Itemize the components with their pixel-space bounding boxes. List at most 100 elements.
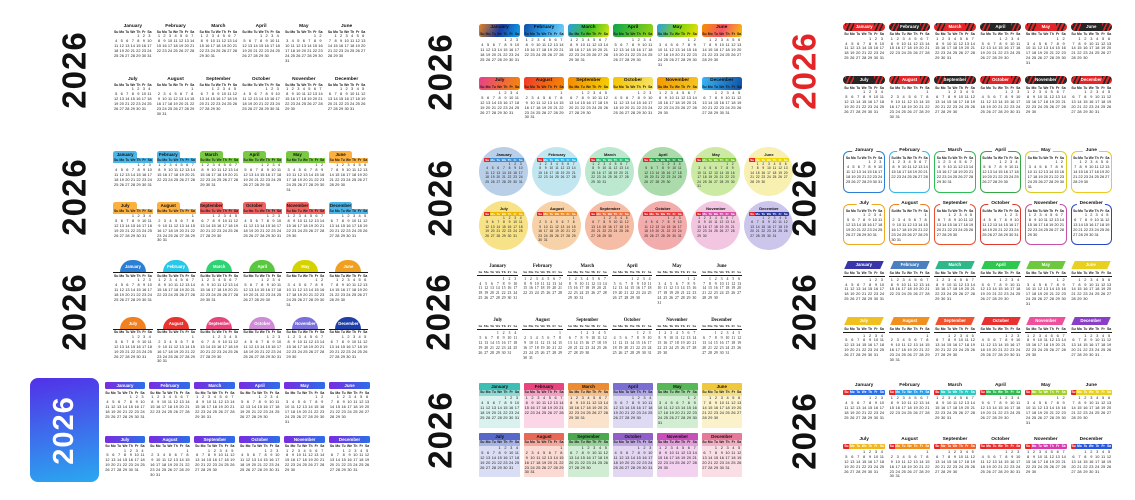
day-number-grid: 1 2 3 4 5 6 7 8 9 10 11 12 13 14 15 16 17 18 19 20 21 22 23 24 2… bbox=[845, 159, 882, 189]
day-cell: 9 bbox=[720, 94, 723, 100]
weekday-header: Th bbox=[546, 324, 551, 328]
day-number-grid: 1 2 3 4 5 6 7 8 9 10 11 12 13 14 15 16 17 18 19 20 21 22 23 24 2… bbox=[113, 213, 152, 243]
day-cell: 8 bbox=[315, 282, 318, 288]
day-cell: 12 bbox=[222, 282, 227, 288]
day-cell: 29 bbox=[333, 52, 338, 58]
month-october: October Su Mo Tu We Th Fr Sa 1 2 3 4 5 6 7 8 9 10 11 12 13 14… bbox=[979, 76, 1022, 119]
weekday-header: Su bbox=[980, 85, 985, 90]
day-cell: 22 bbox=[335, 291, 340, 297]
day-cell: 24 bbox=[162, 232, 168, 238]
weekday-header: Tu bbox=[655, 211, 660, 216]
day-cell: 10 bbox=[349, 90, 355, 96]
day-cell: 19 bbox=[297, 176, 302, 182]
day-cell: 7 bbox=[185, 90, 188, 96]
day-cell: 22 bbox=[538, 175, 542, 180]
day-cell: 7 bbox=[336, 217, 339, 223]
day-cell: 12 bbox=[222, 167, 227, 173]
month-title: May bbox=[672, 25, 683, 31]
weekday-header: We bbox=[585, 31, 591, 36]
day-cell: 7 bbox=[924, 159, 927, 165]
day-cell: 13 bbox=[327, 95, 333, 101]
day-cell: 12 bbox=[296, 42, 301, 48]
day-cell: 25 bbox=[173, 47, 178, 53]
weekday-header: Tu bbox=[947, 155, 952, 160]
day-cell: 29 bbox=[1004, 108, 1009, 114]
month-title: February bbox=[548, 152, 566, 157]
day-cell: 17 bbox=[1095, 98, 1100, 104]
day-cell: 4 bbox=[714, 216, 717, 221]
weekday-header: Mo bbox=[291, 157, 297, 162]
day-cell: 29 bbox=[636, 109, 641, 115]
day-cell: 2 bbox=[720, 90, 723, 95]
day-cell: 2 bbox=[1005, 35, 1008, 41]
day-cell: 31 bbox=[697, 184, 701, 189]
year-label-wrap: 2026 bbox=[36, 20, 113, 120]
day-cell: 5 bbox=[298, 167, 301, 173]
weekday-header: Fr bbox=[314, 273, 319, 278]
day-cell: 2 bbox=[1084, 35, 1087, 41]
day-cell: 26 bbox=[243, 296, 248, 302]
day-cell: 22 bbox=[190, 227, 195, 233]
day-cell: 1 bbox=[211, 86, 214, 92]
month-header-tab: December bbox=[328, 201, 353, 209]
day-cell: 5 bbox=[309, 213, 312, 218]
weekday-header-row: Su Mo Tu We Th Fr Sa bbox=[522, 324, 563, 331]
day-cell: 24 bbox=[509, 104, 514, 110]
day-cell: 8 bbox=[947, 93, 951, 99]
day-cell: 23 bbox=[940, 50, 946, 56]
weekday-header: Su bbox=[702, 269, 707, 274]
day-cell: 15 bbox=[495, 340, 500, 345]
day-cell: 3 bbox=[1011, 35, 1014, 41]
weekday-header: We bbox=[541, 84, 547, 89]
weekday-header: We bbox=[674, 84, 680, 89]
day-cell: 25 bbox=[663, 56, 668, 62]
day-cell: 22 bbox=[1078, 173, 1083, 179]
day-cell: 10 bbox=[509, 94, 514, 100]
day-cell: 17 bbox=[1016, 98, 1021, 104]
day-cell: 16 bbox=[642, 99, 647, 105]
weekday-strip: Su Mo Tu We Th Fr Sa bbox=[749, 211, 789, 217]
weekday-header: We bbox=[952, 208, 958, 213]
day-cell: 20 bbox=[547, 104, 552, 110]
day-cell: 6 bbox=[561, 220, 564, 225]
day-cell: 30 bbox=[1008, 231, 1014, 237]
day-cell: 5 bbox=[620, 94, 623, 100]
weekday-header: Sa bbox=[624, 211, 629, 216]
day-cell: 13 bbox=[228, 167, 233, 173]
day-cell: 5 bbox=[243, 38, 246, 44]
month-december: December Su Mo Tu We Th Fr Sa 1 2 3 4 5 6 7 8 9 10 11 12 13 1… bbox=[327, 77, 366, 117]
day-cell: 29 bbox=[571, 233, 576, 238]
weekday-header: Th bbox=[351, 208, 357, 213]
day-cell: 19 bbox=[731, 46, 736, 52]
month-header-gradient: August Su Mo Tu We Th Fr Sa bbox=[523, 76, 565, 90]
day-cell: 19 bbox=[591, 286, 596, 291]
day-cell: 8 bbox=[868, 164, 871, 170]
day-cell: 24 bbox=[895, 108, 900, 114]
day-cell: 8 bbox=[726, 166, 729, 171]
day-cell: 13 bbox=[783, 166, 788, 171]
weekday-header: Su bbox=[590, 157, 596, 163]
day-cell: 22 bbox=[200, 291, 205, 297]
day-cell: 29 bbox=[861, 231, 867, 237]
day-cell: 22 bbox=[258, 47, 264, 53]
day-cell: 16 bbox=[895, 45, 900, 51]
weekday-header: Su bbox=[643, 157, 649, 163]
day-cell: 19 bbox=[243, 291, 248, 297]
weekday-header: Tu bbox=[211, 273, 216, 278]
day-cell: 18 bbox=[292, 291, 297, 297]
day-cell: 23 bbox=[867, 226, 872, 232]
day-cell: 30 bbox=[692, 56, 697, 62]
day-cell: 27 bbox=[312, 100, 318, 106]
day-cell: 15 bbox=[312, 42, 318, 48]
weekday-header: Sa bbox=[1014, 208, 1019, 213]
day-cell bbox=[518, 184, 524, 188]
day-cell: 4 bbox=[148, 86, 151, 92]
year-label: 2026 bbox=[785, 32, 823, 110]
day-cell: 27 bbox=[125, 181, 130, 187]
day-cell: 1 bbox=[498, 90, 501, 95]
day-cell: 3 bbox=[163, 217, 166, 223]
day-cell: 13 bbox=[125, 42, 130, 48]
day-cell: 8 bbox=[1055, 164, 1058, 170]
day-cell: 11 bbox=[276, 282, 282, 288]
weekday-header-row: Su Mo Tu We Th Fr Sa bbox=[613, 32, 653, 37]
